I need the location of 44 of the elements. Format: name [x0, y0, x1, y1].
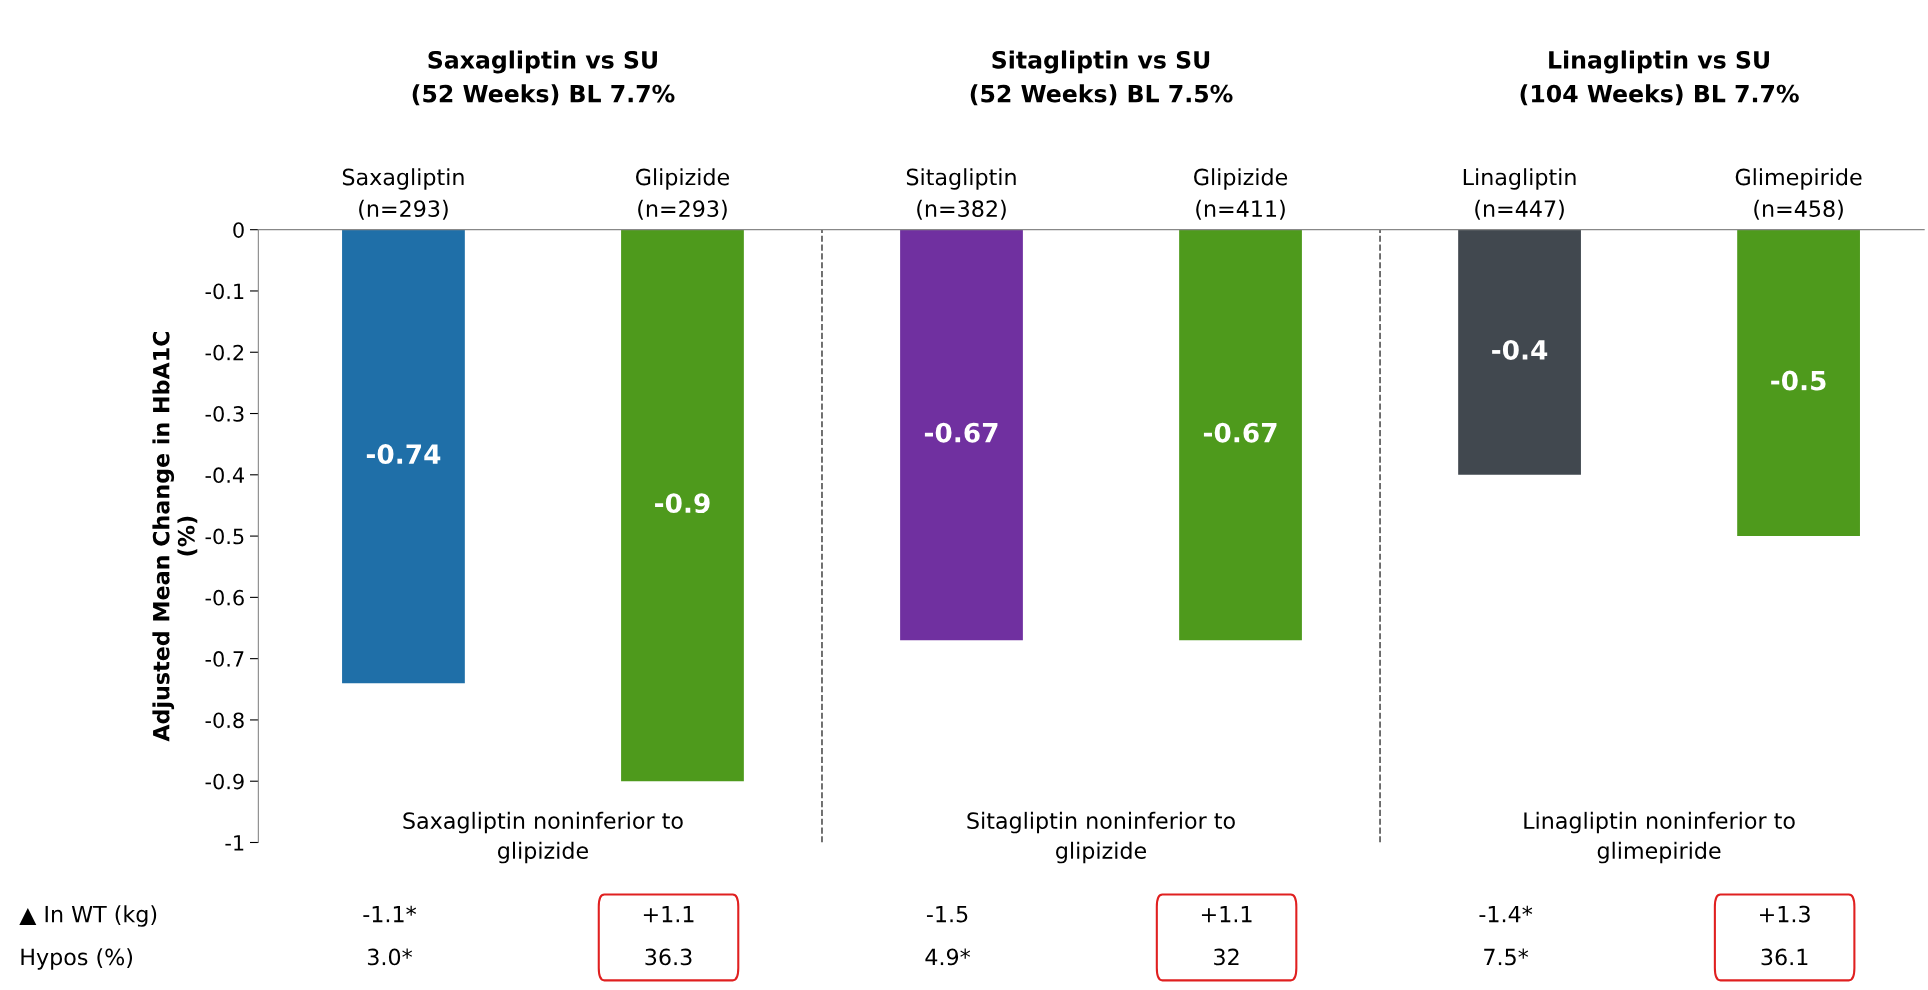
text: +1.1: [1201, 905, 1252, 923]
text: 4.9*: [925, 948, 971, 966]
x-tick-label: Glipizide (n=411): [1194, 168, 1288, 220]
data-label: -0.9: [655, 493, 710, 514]
text: 3.0*: [367, 948, 413, 966]
y-tick-label: -0.3: [205, 405, 244, 422]
y-tick-label: -0.6: [205, 589, 244, 606]
text: +1.1: [643, 905, 694, 923]
text: 36.3: [645, 948, 692, 966]
text: -1.1*: [363, 905, 417, 923]
y-tick-label: -0.4: [205, 467, 244, 484]
y-axis-title: Adjusted Mean Change in HbA1C (%): [152, 331, 198, 742]
x-tick-label: Glipizide (n=293): [635, 168, 730, 220]
data-label: -0.74: [366, 444, 441, 465]
text: Linagliptin vs SU (104 Weeks) BL 7.7%: [1520, 50, 1799, 106]
data-label: -0.4: [1492, 339, 1548, 360]
text: -1.4*: [1479, 905, 1533, 923]
data-label: -0.67: [924, 422, 998, 443]
text: 32: [1214, 948, 1239, 966]
text: Sitagliptin vs SU (52 Weeks) BL 7.5%: [970, 50, 1233, 106]
text: 36.1: [1761, 948, 1808, 966]
data-label: -0.67: [1203, 422, 1277, 443]
y-tick-label: -0.5: [205, 528, 244, 545]
text: +1.3: [1760, 905, 1810, 923]
annotation: Saxagliptin noninferior to glipizide: [403, 811, 683, 864]
data-label: -0.5: [1771, 370, 1826, 391]
text: ▲ In WT (kg): [19, 905, 157, 927]
text: Hypos (%): [21, 948, 133, 970]
annotation: Linagliptin noninferior to glimepiride: [1524, 811, 1795, 864]
y-tick-label: -0.9: [205, 773, 244, 790]
x-tick-label: Saxagliptin (n=293): [342, 168, 464, 220]
y-tick-label: -0.8: [205, 712, 244, 729]
x-tick-label: Glimepiride (n=458): [1735, 168, 1862, 220]
y-tick-label: 0: [233, 222, 244, 238]
y-tick-label: -0.7: [205, 651, 244, 667]
x-tick-label: Sitagliptin (n=382): [906, 168, 1016, 220]
y-tick-label: -1: [225, 835, 244, 851]
x-tick-label: Linagliptin (n=447): [1463, 168, 1576, 220]
annotation: Sitagliptin noninferior to glipizide: [967, 811, 1235, 864]
text: Saxagliptin vs SU (52 Weeks) BL 7.7%: [412, 50, 675, 106]
text: -1.5: [926, 905, 968, 923]
y-tick-label: -0.2: [205, 344, 244, 361]
text: 7.5*: [1484, 948, 1529, 966]
y-tick-label: -0.1: [205, 283, 244, 300]
